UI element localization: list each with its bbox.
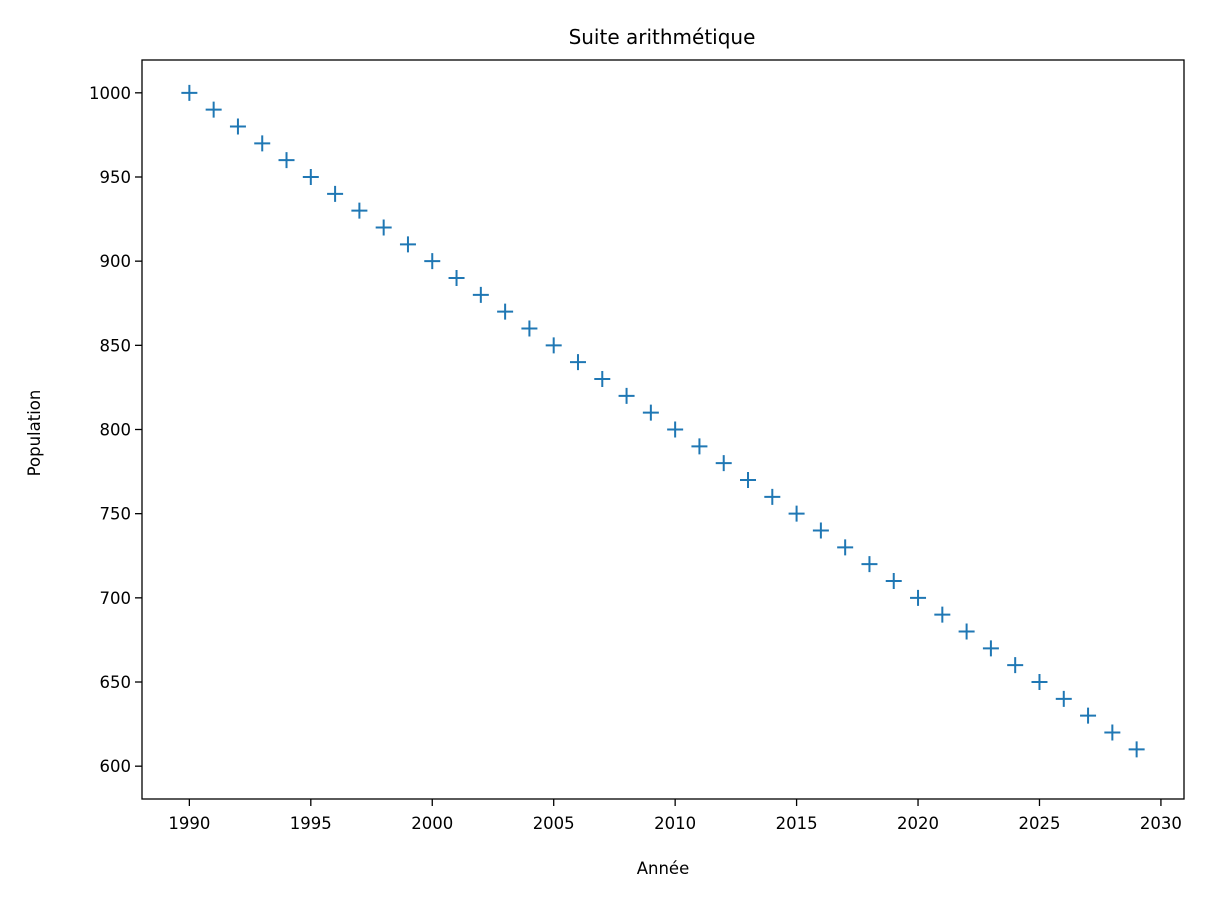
x-tick-label: 1995 (290, 814, 332, 833)
data-markers (181, 84, 1145, 758)
data-point-marker (812, 522, 829, 539)
plot-frame (141, 59, 1185, 800)
data-point-marker (642, 404, 659, 421)
data-point-marker (788, 505, 805, 522)
y-tick-label: 800 (100, 421, 132, 440)
data-point-marker (837, 539, 854, 556)
data-point-marker (958, 623, 975, 640)
data-point-marker (691, 438, 708, 455)
y-tick-label: 950 (100, 168, 132, 187)
data-point-marker (982, 640, 999, 657)
y-axis-label: Population (25, 390, 44, 477)
data-point-marker (375, 219, 392, 236)
y-axis-ticks: 600 650 700 750 800 850 900 950 1000 (89, 84, 142, 776)
x-tick-label: 2005 (533, 814, 575, 833)
data-point-marker (1128, 741, 1145, 758)
data-point-marker (764, 488, 781, 505)
data-point-marker (1080, 707, 1097, 724)
x-tick-label: 2010 (654, 814, 696, 833)
data-point-marker (594, 370, 611, 387)
data-point-marker (1031, 674, 1048, 691)
data-point-marker (254, 135, 271, 152)
y-tick-label: 1000 (89, 84, 131, 103)
data-point-marker (181, 84, 198, 101)
data-point-marker (351, 202, 368, 219)
y-tick-label: 900 (100, 252, 132, 271)
data-point-marker (497, 303, 514, 320)
data-point-marker (399, 236, 416, 253)
y-tick-label: 700 (100, 589, 132, 608)
data-point-marker (302, 168, 319, 185)
data-point-marker (715, 455, 732, 472)
data-point-marker (229, 118, 246, 135)
data-point-marker (521, 320, 538, 337)
x-axis-ticks: 1990 1995 2000 2005 2010 2015 2020 2025 2030 (168, 799, 1182, 833)
data-point-marker (934, 606, 951, 623)
x-tick-label: 2020 (897, 814, 939, 833)
data-point-marker (472, 286, 489, 303)
data-point-marker (545, 337, 562, 354)
data-point-marker (1007, 657, 1024, 674)
data-point-marker (1104, 724, 1121, 741)
y-tick-label: 650 (100, 673, 132, 692)
x-tick-label: 2025 (1018, 814, 1060, 833)
data-point-marker (327, 185, 344, 202)
x-tick-label: 1990 (168, 814, 210, 833)
data-point-marker (569, 354, 586, 371)
data-point-marker (448, 269, 465, 286)
x-tick-label: 2030 (1140, 814, 1182, 833)
x-axis-label: Année (637, 859, 690, 878)
data-point-marker (885, 573, 902, 590)
data-point-marker (618, 387, 635, 404)
y-tick-label: 750 (100, 505, 132, 524)
chart-title: Suite arithmétique (569, 25, 756, 49)
data-point-marker (667, 421, 684, 438)
y-tick-label: 600 (100, 757, 132, 776)
data-point-marker (278, 152, 295, 169)
data-point-marker (740, 472, 757, 489)
data-point-marker (205, 101, 222, 118)
data-point-marker (1055, 690, 1072, 707)
data-point-marker (424, 253, 441, 270)
y-tick-label: 850 (100, 336, 132, 355)
data-point-marker (861, 556, 878, 573)
x-tick-label: 2000 (411, 814, 453, 833)
data-point-marker (910, 589, 927, 606)
x-tick-label: 2015 (776, 814, 818, 833)
